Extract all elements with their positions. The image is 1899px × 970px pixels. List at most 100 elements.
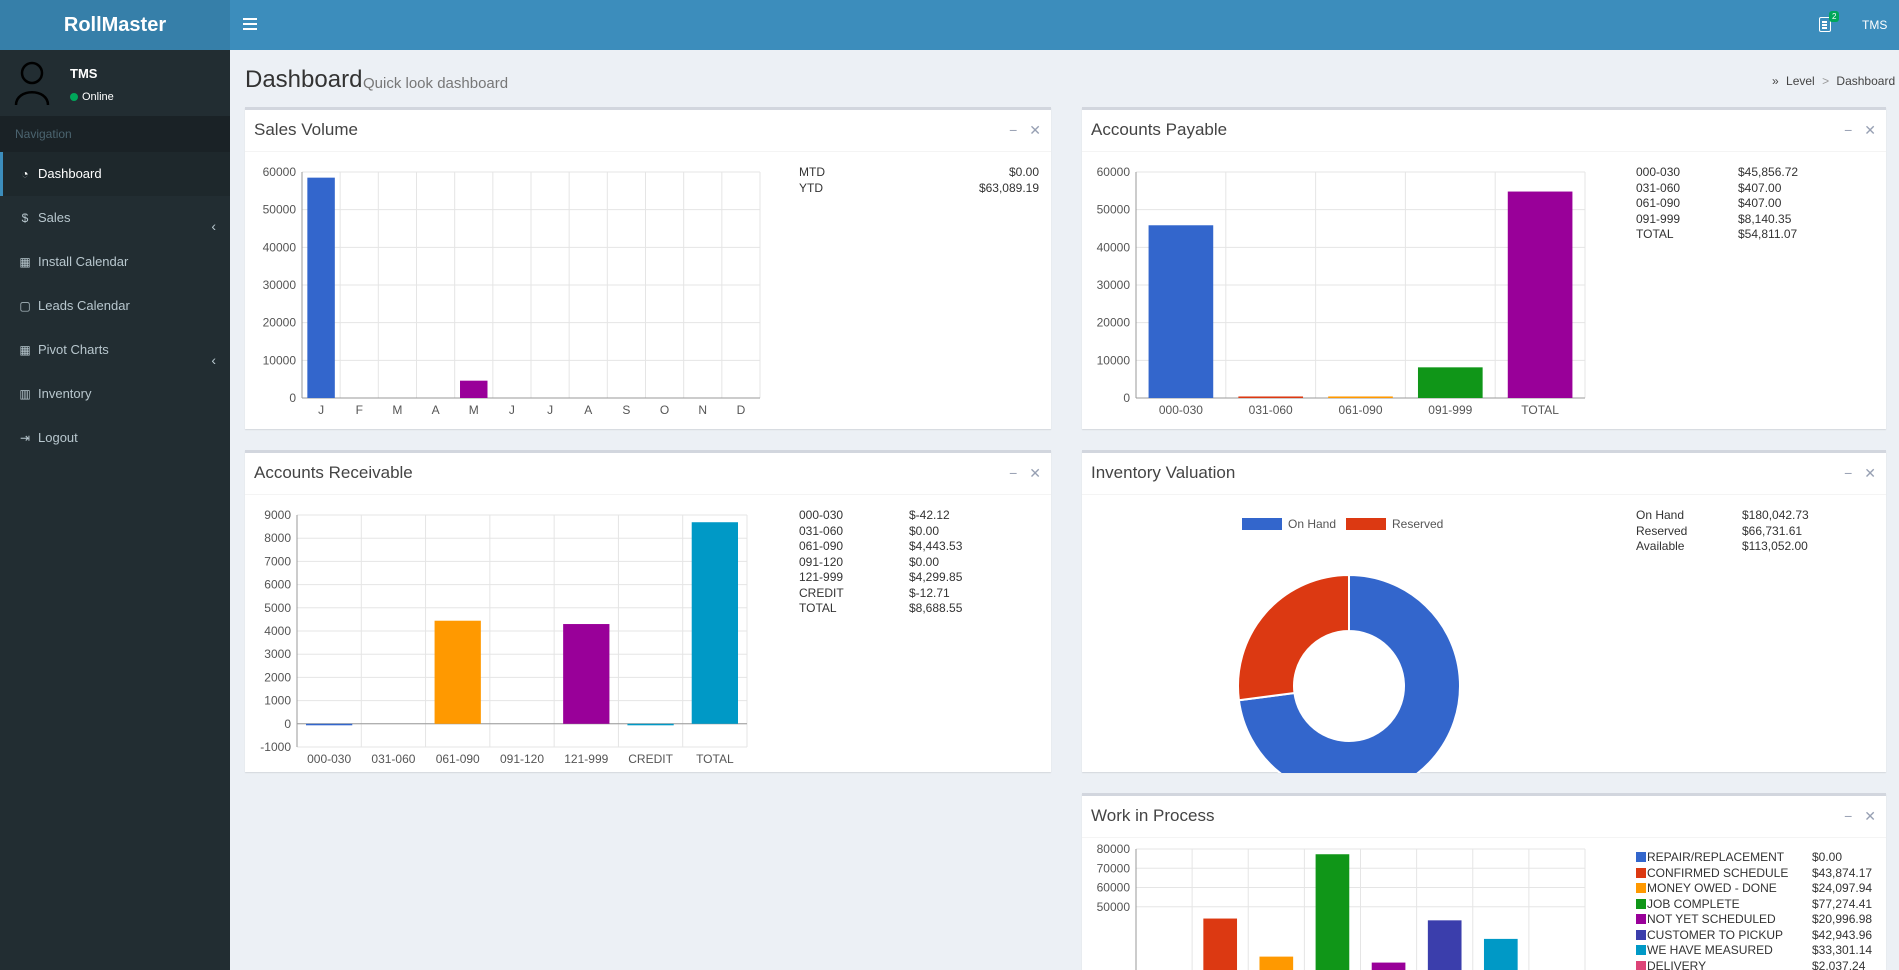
sidebar-toggle-icon[interactable] <box>243 15 257 35</box>
close-icon[interactable]: ✕ <box>1864 808 1876 824</box>
x-tick-label: 000-030 <box>1159 403 1203 417</box>
collapse-icon[interactable]: − <box>1009 122 1018 138</box>
stat-value: $24,097.94 <box>1812 881 1873 895</box>
stat-label: 061-090 <box>799 539 844 553</box>
box-tools: − ✕ <box>997 465 1041 482</box>
stat-value: $43,874.17 <box>1812 865 1873 880</box>
stat-label: 061-090 <box>1636 196 1681 210</box>
y-tick-label: 4000 <box>264 624 291 638</box>
box-tools: − ✕ <box>1832 808 1876 825</box>
y-tick-label: 50000 <box>1097 203 1131 217</box>
bar <box>1148 225 1214 398</box>
bar <box>460 380 488 398</box>
legend-swatch <box>1636 867 1646 878</box>
work-in-process-chart: 50000 60000 70000 80000 <box>1097 842 1586 970</box>
y-tick-label: 10000 <box>263 353 297 367</box>
legend-swatch <box>1636 852 1646 862</box>
bar <box>691 522 738 724</box>
stat-row: 091-999 $8,140.35 <box>1636 212 1876 228</box>
app-logo[interactable]: RollMaster <box>0 0 230 50</box>
sidebar-item-dashboard[interactable]: ◔ Dashboard <box>0 152 230 196</box>
breadcrumb-dashboard: Dashboard <box>1836 74 1896 88</box>
sidebar-item-inventory[interactable]: ▥ Inventory <box>0 372 230 416</box>
stat-value: $0.00 <box>1812 850 1843 864</box>
sidebar-item-leads-calendar[interactable]: ▢ Leads Calendar <box>0 284 230 328</box>
y-tick-label: 0 <box>1123 391 1130 405</box>
stat-row: 121-999 $4,299.85 <box>799 570 1039 586</box>
legend-swatch <box>1636 945 1646 955</box>
stat-row: 091-120 $0.00 <box>799 555 1039 571</box>
stat-label: JOB COMPLETE <box>1636 897 1740 911</box>
close-icon[interactable]: ✕ <box>1864 465 1876 481</box>
stat-row: CUSTOMER TO PICKUP $42,943.96 <box>1636 928 1876 944</box>
collapse-icon[interactable]: − <box>1009 465 1018 481</box>
stat-label: DELIVERY <box>1636 959 1706 970</box>
inventory-valuation-box: Inventory Valuation − ✕ On Hand Reserved O… <box>1082 450 1886 773</box>
stat-value: $33,301.14 <box>1812 943 1873 957</box>
collapse-icon[interactable]: − <box>1844 465 1853 481</box>
x-tick-label: 031-060 <box>1249 403 1293 417</box>
collapse-icon[interactable]: − <box>1844 808 1853 824</box>
stat-label: CONFIRMED SCHEDULE <box>1636 866 1788 880</box>
sidebar-item-logout[interactable]: ⇥ Logout <box>0 416 230 460</box>
sales-stats: MTD $0.00 YTD $63,089.19 <box>799 165 1039 196</box>
stat-label: 121-999 <box>799 570 844 584</box>
stat-value: $42,943.96 <box>1812 927 1873 942</box>
stat-value: $20,996.98 <box>1812 912 1873 926</box>
sidebar-item-sales[interactable]: $ Sales ‹ <box>0 196 230 240</box>
box-header: Sales Volume − ✕ <box>245 110 1051 152</box>
close-icon[interactable]: ✕ <box>1864 122 1876 138</box>
y-tick-label: 0 <box>284 717 291 731</box>
bar <box>306 723 353 726</box>
sales-volume-box: Sales Volume − ✕ 0 10000 20000 30000 40000 500… <box>245 107 1051 429</box>
stat-row: Available $113,052.00 <box>1636 539 1876 555</box>
collapse-icon[interactable]: − <box>1844 122 1853 138</box>
donut-slice <box>1237 573 1350 702</box>
x-tick-label: O <box>660 403 669 417</box>
stat-value: $8,140.35 <box>1738 211 1792 226</box>
y-tick-label: 40000 <box>1097 240 1131 254</box>
bar <box>1315 854 1350 970</box>
inventory-stats: On Hand $180,042.73 Reserved $66,731.61 Avai… <box>1636 508 1876 555</box>
user-menu[interactable]: TMS <box>1862 18 1888 32</box>
bar <box>1507 191 1573 398</box>
bar <box>434 620 481 724</box>
stat-row: On Hand $180,042.73 <box>1636 508 1876 524</box>
x-tick-label: TOTAL <box>1521 403 1559 417</box>
inventory-valuation-chart: On Hand Reserved <box>1237 517 1461 773</box>
y-tick-label: 6000 <box>264 578 291 592</box>
y-tick-label: 2000 <box>264 670 291 684</box>
sidebar-item-pivot-charts[interactable]: ▦ Pivot Charts ‹ <box>0 328 230 372</box>
stat-value: $4,443.53 <box>909 539 963 553</box>
stat-label: Reserved <box>1636 523 1688 538</box>
legend-swatch <box>1636 914 1646 924</box>
stat-value: $0.00 <box>909 554 940 569</box>
x-tick-label: 091-999 <box>1428 403 1472 417</box>
y-tick-label: 30000 <box>1097 278 1131 292</box>
y-tick-label: 50000 <box>1097 900 1131 914</box>
x-tick-label: D <box>737 403 746 417</box>
top-header: RollMaster 2 TMS <box>0 0 1899 50</box>
stat-label: MONEY OWED - DONE <box>1636 881 1777 895</box>
bar <box>1371 962 1406 970</box>
notifications-icon[interactable] <box>1819 17 1831 32</box>
sidebar-item-install-calendar[interactable]: ▦ Install Calendar <box>0 240 230 284</box>
stat-label: CUSTOMER TO PICKUP <box>1636 928 1783 942</box>
notification-count-badge: 2 <box>1829 11 1840 22</box>
stat-row: 031-060 $407.00 <box>1636 181 1876 197</box>
y-tick-label: 7000 <box>264 554 291 568</box>
stat-row: TOTAL $54,811.07 <box>1636 227 1876 243</box>
stat-value: $0.00 <box>909 523 940 538</box>
barcode-icon: ▥ <box>19 387 31 401</box>
stat-value: $407.00 <box>1738 180 1782 195</box>
breadcrumb-level[interactable]: Level <box>1786 74 1815 88</box>
close-icon[interactable]: ✕ <box>1029 465 1041 481</box>
x-tick-label: F <box>356 403 363 417</box>
close-icon[interactable]: ✕ <box>1029 122 1041 138</box>
x-tick-label: M <box>392 403 402 417</box>
chevron-left-icon: ‹ <box>211 352 216 368</box>
x-tick-label: 121-999 <box>564 752 608 766</box>
stat-label: 031-060 <box>1636 180 1681 195</box>
stat-value: $77,274.41 <box>1812 896 1873 911</box>
box-header: Accounts Payable − ✕ <box>1082 110 1886 152</box>
